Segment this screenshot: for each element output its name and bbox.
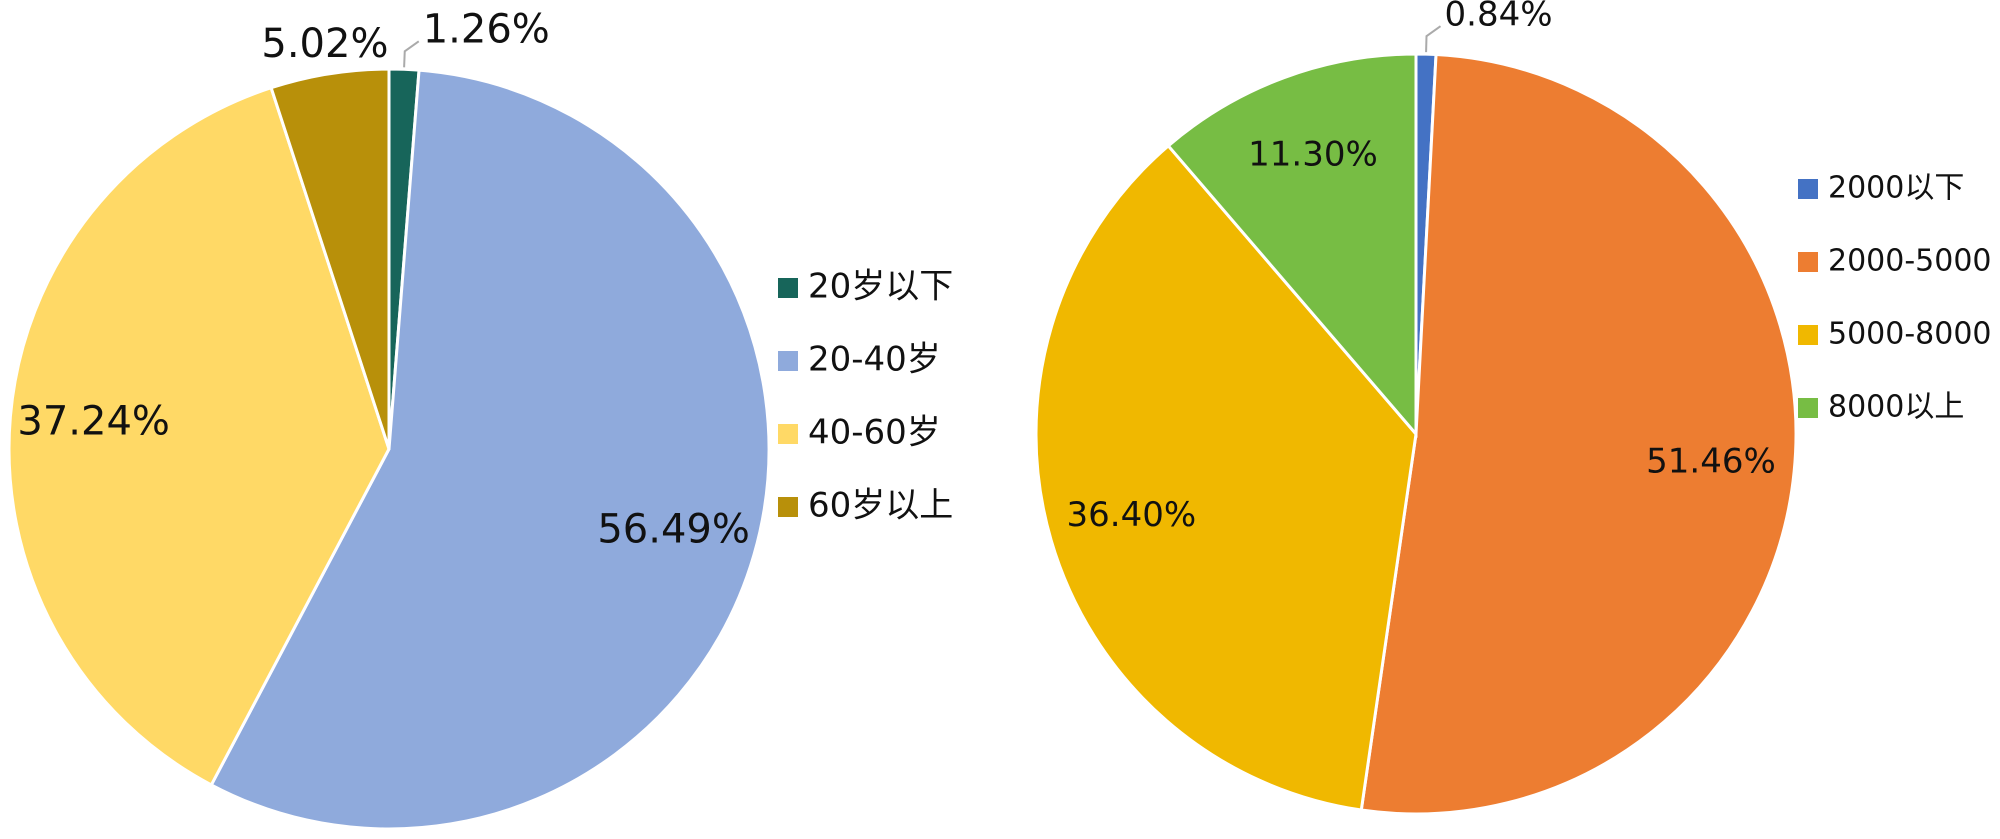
legend-swatch (1798, 398, 1818, 418)
data-label: 56.49% (597, 507, 750, 553)
data-label: 1.26% (423, 6, 550, 52)
leader-line (403, 40, 420, 68)
leader-line (1425, 25, 1442, 53)
legend-swatch (778, 351, 798, 371)
data-label: 5.02% (261, 21, 388, 67)
legend-swatch (1798, 325, 1818, 345)
data-label: 0.84% (1445, 0, 1553, 35)
legend-swatch (778, 497, 798, 517)
legend-swatch (1798, 179, 1818, 199)
legend-label: 5000-8000 (1828, 317, 1992, 352)
legend-label: 20岁以下 (808, 267, 953, 307)
pie-slice (209, 68, 771, 831)
data-label: 11.30% (1248, 135, 1378, 175)
data-label: 51.46% (1646, 442, 1776, 482)
legend-swatch (1798, 252, 1818, 272)
data-label: 36.40% (1067, 495, 1197, 535)
data-label: 37.24% (17, 399, 170, 445)
pie-slice (1166, 52, 1418, 439)
legend-swatch (778, 278, 798, 298)
legend-label: 40-60岁 (808, 413, 941, 453)
legend-label: 2000-5000 (1828, 244, 1992, 279)
legend-label: 60岁以上 (808, 486, 953, 526)
pie-slice (7, 85, 391, 787)
pie-slice (1359, 52, 1798, 816)
pie-slice (269, 67, 391, 450)
legend-label: 8000以上 (1828, 390, 1964, 425)
pie-slice (1034, 143, 1418, 812)
legend-label: 20-40岁 (808, 340, 941, 380)
legend-label: 2000以下 (1828, 171, 1964, 206)
legend-swatch (778, 424, 798, 444)
